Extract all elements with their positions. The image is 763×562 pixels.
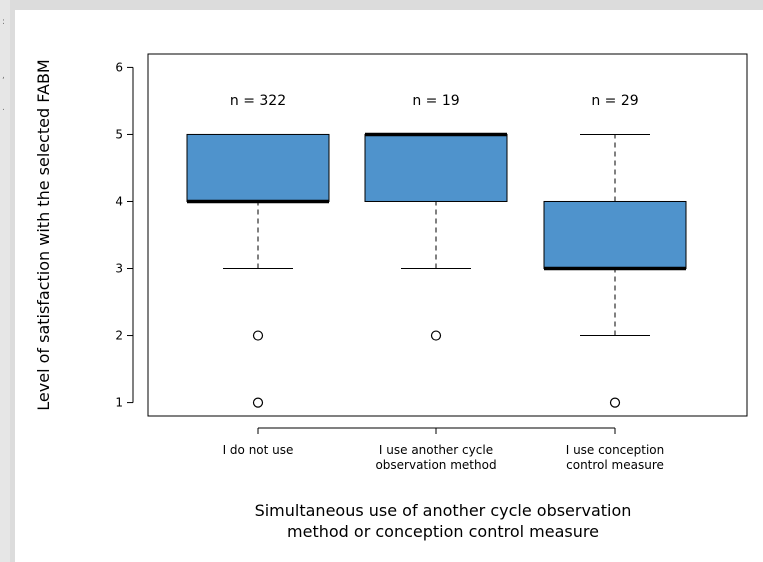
top-frame-band (0, 0, 763, 10)
outlier-point (252, 397, 264, 408)
y-tick-label: 2 (115, 329, 123, 343)
chart-panel: 1 2 3 4 5 6 Level of satisfaction with the sel… (15, 10, 763, 562)
left-frame-band (0, 0, 10, 562)
side-mark: : (2, 17, 6, 27)
x-axis-title: method or conception control measure (287, 522, 599, 541)
boxplot-chart: 1 2 3 4 5 6 Level of satisfaction with the sel… (34, 53, 748, 541)
x-tick-label: I use conception (566, 443, 665, 457)
left-frame-strip (10, 10, 15, 562)
box (364, 133, 508, 202)
y-axis-title: Level of satisfaction with the selected … (34, 59, 53, 410)
y-tick-label: 5 (115, 127, 123, 141)
x-tick-label: I do not use (223, 443, 294, 457)
outlier-point (609, 397, 621, 408)
side-mark: . (2, 103, 5, 113)
n-label: n = 29 (591, 93, 638, 109)
n-label: n = 322 (230, 93, 286, 109)
side-mark: , (2, 71, 5, 81)
box (186, 133, 330, 202)
box (543, 200, 687, 270)
y-tick-label: 6 (115, 60, 123, 74)
n-label: n = 19 (412, 93, 459, 109)
y-tick-label: 1 (115, 396, 123, 410)
outlier-point (252, 330, 264, 341)
outlier-point (430, 330, 442, 341)
x-tick-label: I use another cycle (379, 443, 493, 457)
x-tick-label: observation method (375, 458, 496, 472)
y-tick-label: 4 (115, 194, 123, 208)
x-axis-title: Simultaneous use of another cycle observ… (255, 501, 632, 520)
y-tick-label: 3 (115, 262, 123, 276)
plot-frame (147, 53, 748, 417)
x-tick-label: control measure (566, 458, 664, 472)
